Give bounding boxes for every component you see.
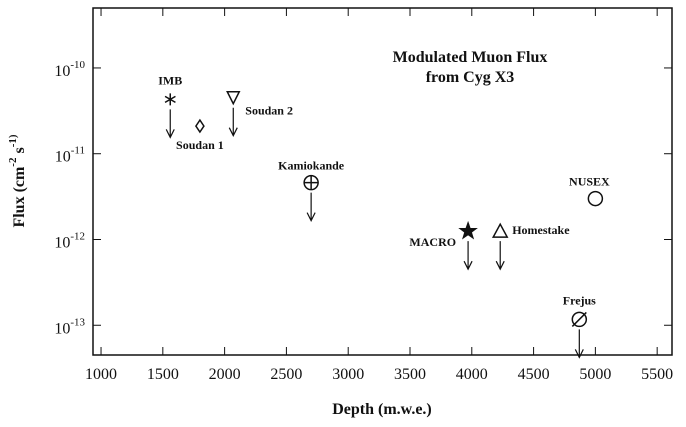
x-tick-label: 4000 xyxy=(456,366,488,383)
marker xyxy=(303,174,319,191)
point-label: Homestake xyxy=(512,223,570,237)
marker xyxy=(195,118,205,134)
upper-limit-arrow xyxy=(574,329,584,359)
upper-limit-arrow xyxy=(228,107,238,138)
y-tick-label: 10-10 xyxy=(54,58,85,79)
upper-limit-arrow xyxy=(463,241,473,271)
x-tick-label: 4500 xyxy=(518,366,550,383)
upper-limit-arrow xyxy=(306,192,316,222)
upper-limit-arrow xyxy=(165,109,175,139)
y-tick-label: 10-13 xyxy=(54,316,85,337)
marker xyxy=(571,311,588,328)
upper-limit-arrow xyxy=(495,241,505,271)
point-label: Kamiokande xyxy=(278,158,345,172)
marker xyxy=(164,93,176,106)
y-tick-label: 10-12 xyxy=(54,230,85,251)
x-tick-label: 1000 xyxy=(85,366,117,383)
x-tick-label: 3000 xyxy=(332,366,364,383)
x-tick-label: 5500 xyxy=(641,366,673,383)
marker xyxy=(458,220,478,240)
point-label: Soudan 2 xyxy=(245,103,293,117)
chart-title: Modulated Muon Flux xyxy=(393,49,548,66)
chart-title: from Cyg X3 xyxy=(426,69,515,86)
x-tick-label: 3500 xyxy=(394,366,426,383)
x-tick-label: 2500 xyxy=(270,366,302,383)
point-label: Frejus xyxy=(563,293,596,307)
y-axis-label: Flux (cm-2 s-1) xyxy=(7,134,28,227)
plot-frame xyxy=(92,7,673,356)
marker xyxy=(226,90,241,106)
point-label: NUSEX xyxy=(569,174,610,188)
point-label: IMB xyxy=(158,73,182,87)
y-tick-label: 10-11 xyxy=(55,144,85,165)
x-axis-label: Depth (m.w.e.) xyxy=(332,401,432,418)
x-tick-label: 2000 xyxy=(209,366,241,383)
point-label: Soudan 1 xyxy=(176,138,224,152)
point-label: MACRO xyxy=(409,235,456,249)
x-tick-label: 5000 xyxy=(579,366,611,383)
x-tick-label: 1500 xyxy=(147,366,179,383)
marker xyxy=(491,222,509,238)
marker xyxy=(587,190,604,207)
